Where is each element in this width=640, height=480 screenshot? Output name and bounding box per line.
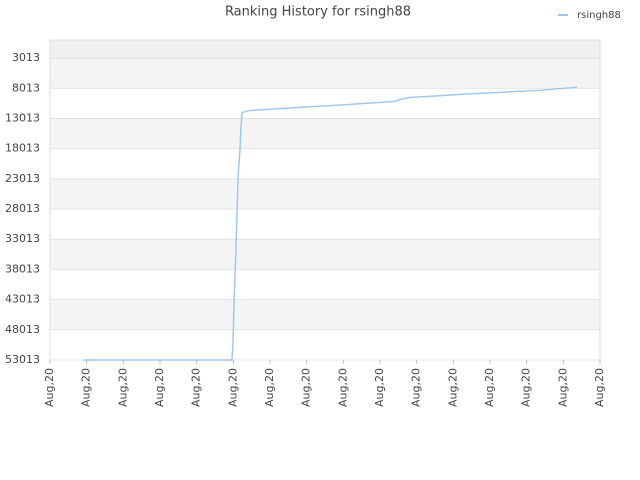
y-tick-label: 53013 xyxy=(5,353,40,366)
x-tick-label: Aug,20 xyxy=(300,368,313,407)
y-tick-label: 43013 xyxy=(5,293,40,306)
y-tick-label: 23013 xyxy=(5,172,40,185)
legend-label: rsingh88 xyxy=(577,10,621,21)
chart-title: Ranking History for rsingh88 xyxy=(225,5,411,20)
y-tick-label: 13013 xyxy=(5,111,40,124)
y-tick-label: 33013 xyxy=(5,232,40,245)
x-tick-label: Aug,20 xyxy=(116,368,129,407)
x-tick-label: Aug,20 xyxy=(80,368,93,407)
plot-band xyxy=(50,299,600,330)
x-tick-label: Aug,20 xyxy=(593,368,606,407)
y-tick-label: 3013 xyxy=(12,51,40,64)
x-tick-label: Aug,20 xyxy=(263,368,276,407)
y-tick-label: 8013 xyxy=(12,81,40,94)
plot-band xyxy=(50,239,600,270)
x-tick-label: Aug,20 xyxy=(43,368,56,407)
x-tick-label: Aug,20 xyxy=(446,368,459,407)
plot-band xyxy=(50,58,600,89)
x-tick-label: Aug,20 xyxy=(410,368,423,407)
x-tick-label: Aug,20 xyxy=(336,368,349,407)
x-tick-label: Aug,20 xyxy=(556,368,569,407)
y-tick-label: 38013 xyxy=(5,262,40,275)
x-tick-label: Aug,20 xyxy=(520,368,533,407)
x-tick-label: Aug,20 xyxy=(153,368,166,407)
x-tick-label: Aug,20 xyxy=(483,368,496,407)
x-tick-label: Aug,20 xyxy=(226,368,239,407)
plot-band xyxy=(50,118,600,149)
x-tick-label: Aug,20 xyxy=(190,368,203,407)
plot-band xyxy=(50,40,600,59)
y-tick-label: 48013 xyxy=(5,323,40,336)
y-tick-label: 18013 xyxy=(5,142,40,155)
y-tick-label: 28013 xyxy=(5,202,40,215)
plot-band xyxy=(50,178,600,210)
x-tick-label: Aug,20 xyxy=(373,368,386,407)
line-series xyxy=(83,86,577,361)
